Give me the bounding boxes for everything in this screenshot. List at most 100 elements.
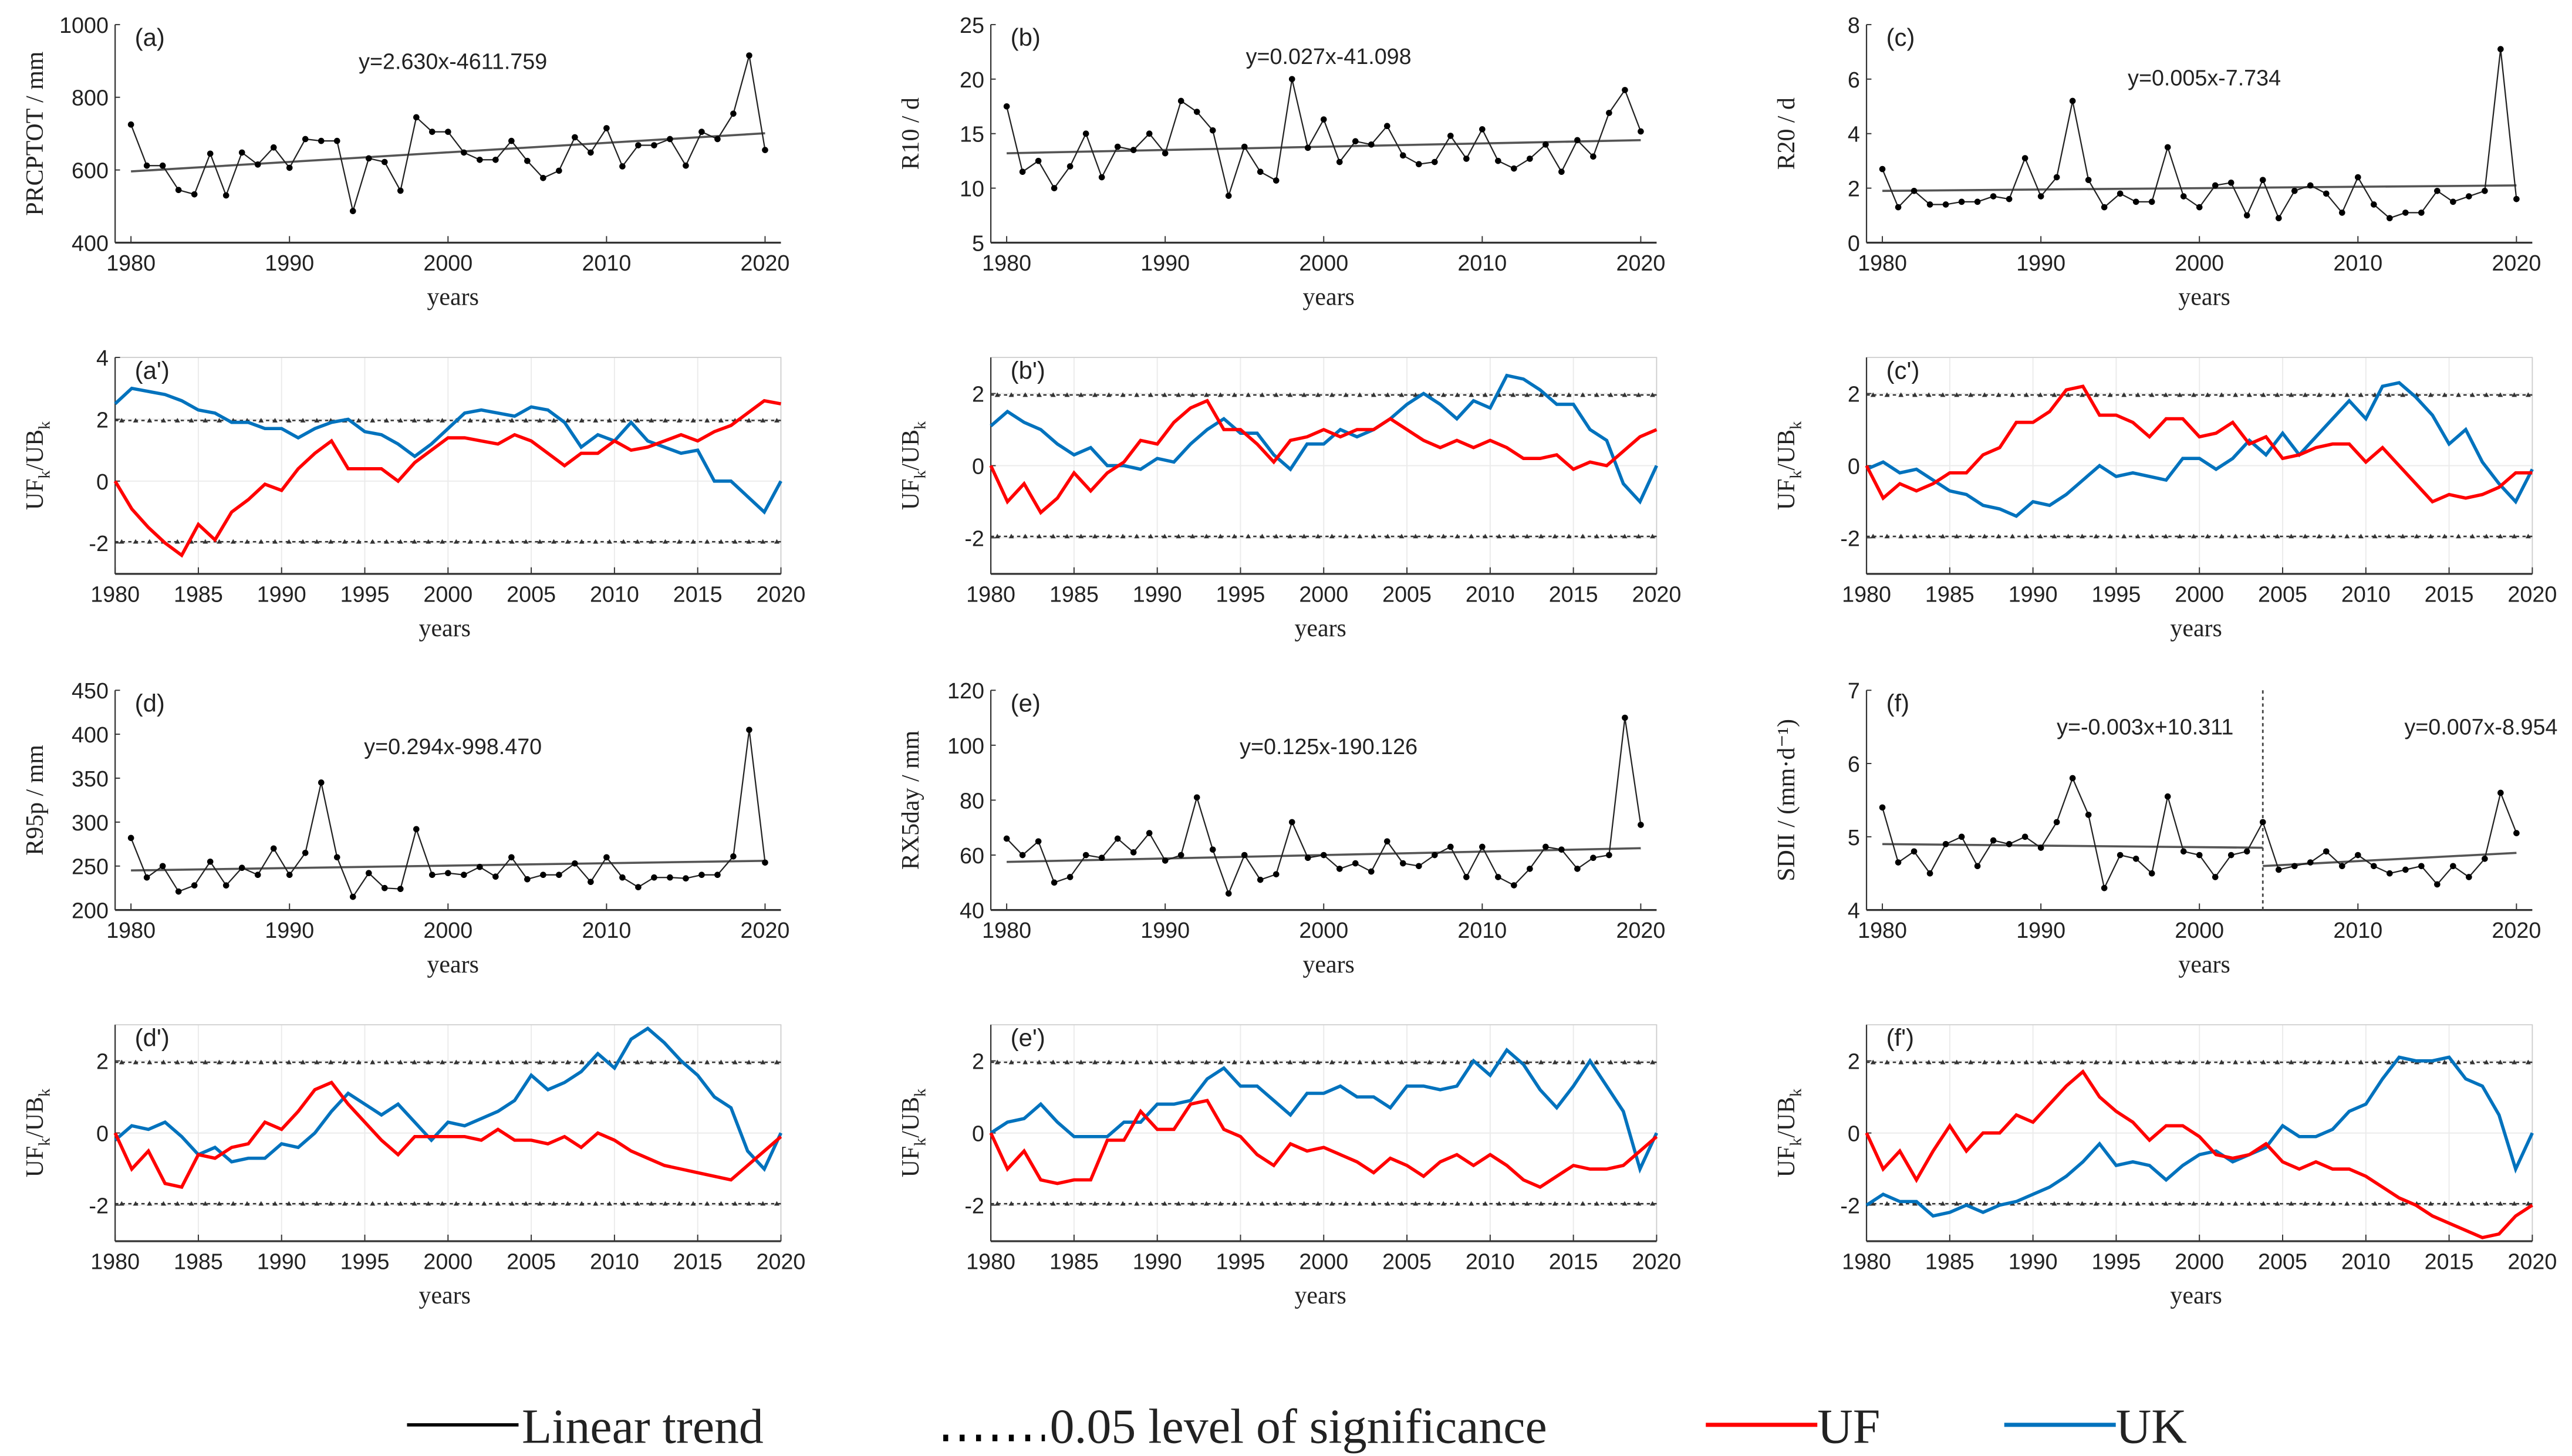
x-tick-label: 1995 [2091, 582, 2141, 606]
significance-marker [2316, 1201, 2322, 1206]
significance-marker [634, 418, 640, 423]
significance-marker [2219, 1201, 2225, 1206]
significance-marker [2135, 533, 2141, 539]
data-point [238, 149, 245, 156]
significance-marker [384, 418, 390, 423]
significance-marker [1287, 392, 1293, 397]
significance-marker [523, 539, 529, 544]
data-point [302, 849, 309, 856]
significance-marker [2079, 1201, 2085, 1206]
significance-marker [453, 1201, 459, 1206]
data-point [397, 886, 404, 892]
significance-marker [1912, 1201, 1918, 1206]
significance-marker [551, 1059, 556, 1065]
data-point [2227, 180, 2235, 186]
y-tick-label: 2 [972, 1049, 984, 1074]
data-point [2323, 848, 2330, 855]
data-point [1273, 177, 1280, 184]
x-tick-label: 2020 [757, 1249, 806, 1273]
significance-marker [1399, 1059, 1405, 1065]
significance-marker [607, 1201, 612, 1206]
y-tick-label: 2 [96, 407, 109, 432]
significance-marker [272, 1059, 278, 1065]
significance-marker [565, 1201, 571, 1206]
data-point [1114, 835, 1121, 842]
significance-marker [1204, 1059, 1209, 1065]
data-point [1606, 852, 1612, 859]
significance-marker [1496, 1201, 1502, 1206]
significance-marker [1413, 1059, 1419, 1065]
data-point [2132, 855, 2139, 862]
data-point [572, 860, 578, 867]
data-point [2513, 830, 2520, 836]
significance-marker [1954, 1201, 1960, 1206]
panel-b: 1980 1990 2000 2010 2020 5 10 15 20 25 years (b) R10… [897, 13, 1665, 311]
significance-marker [1037, 1201, 1042, 1206]
data-point [159, 863, 166, 870]
significance-marker [133, 1059, 139, 1065]
significance-marker [2400, 1201, 2406, 1206]
significance-marker [2442, 1059, 2448, 1065]
significance-marker [2358, 392, 2364, 397]
significance-marker [1343, 1201, 1349, 1206]
significance-marker [1190, 1201, 1196, 1206]
data-point [1590, 153, 1596, 160]
significance-marker [2093, 533, 2099, 539]
data-point [1352, 860, 1359, 867]
data-point [651, 142, 657, 148]
significance-marker [1649, 1201, 1655, 1206]
x-tick-label: 1990 [1140, 251, 1190, 275]
panel-a2: 1980 1985 1990 1995 2000 2005 2010 2015 2020 -2 0 2… [22, 346, 805, 642]
significance-marker [370, 1201, 376, 1206]
significance-marker [1148, 1201, 1153, 1206]
x-tick-label: 1980 [106, 918, 156, 942]
y-tick-label: 4 [96, 346, 109, 370]
significance-marker [1482, 1201, 1488, 1206]
significance-marker [174, 1201, 180, 1206]
uf-line [113, 1080, 782, 1189]
x-tick-label: 1995 [340, 582, 390, 606]
data-point [381, 158, 388, 165]
significance-marker [467, 418, 473, 423]
significance-marker [1162, 392, 1167, 397]
data-point [461, 871, 467, 879]
data-point [254, 161, 261, 168]
significance-marker [1022, 392, 1028, 397]
x-tick-label: 1990 [1133, 1249, 1182, 1273]
y-tick-label: 1000 [59, 13, 109, 38]
x-tick-label: 1990 [2009, 582, 2058, 606]
y-tick-label: 2 [96, 1049, 109, 1074]
significance-marker [1884, 1201, 1890, 1206]
data-point [603, 125, 610, 131]
y-label-part: /UB [897, 1097, 924, 1138]
x-tick-label: 2010 [1457, 251, 1507, 275]
y-tick-label: 20 [960, 67, 984, 92]
x-tick-label: 1980 [1842, 582, 1891, 606]
data-point [2148, 870, 2155, 877]
data-point [2101, 884, 2108, 891]
significance-marker [342, 1201, 347, 1206]
data-point [2021, 155, 2028, 161]
significance-marker [2260, 533, 2266, 539]
data-point [746, 52, 752, 59]
significance-marker [1287, 1059, 1293, 1065]
significance-marker [1217, 1059, 1223, 1065]
uf-line [989, 398, 1658, 515]
significance-marker [2386, 533, 2392, 539]
significance-marker [1343, 533, 1349, 539]
data-point [127, 121, 134, 128]
data-point [1622, 87, 1628, 93]
significance-marker [2274, 1201, 2280, 1206]
data-point [286, 164, 293, 171]
data-point [2117, 852, 2124, 859]
legend-uf-label: UF [1817, 1400, 1880, 1454]
significance-marker [411, 418, 417, 423]
significance-marker [411, 539, 417, 544]
significance-marker [1022, 533, 1028, 539]
significance-marker [2316, 533, 2322, 539]
significance-marker [1967, 392, 1973, 397]
data-point [286, 871, 293, 879]
data-point [2196, 204, 2203, 211]
significance-marker [1870, 1059, 1876, 1065]
significance-marker [1580, 1059, 1586, 1065]
